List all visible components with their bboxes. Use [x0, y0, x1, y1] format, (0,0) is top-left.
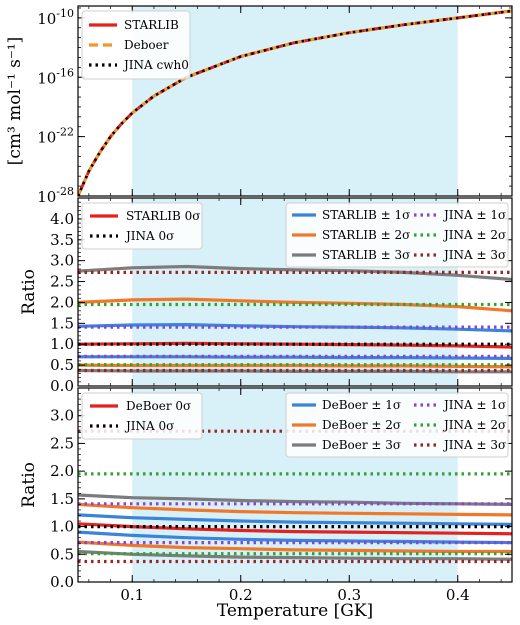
series-line-deboer-1- [78, 513, 512, 526]
y-tick-label: 2.0 [50, 293, 74, 311]
x-tick-label: 0.4 [446, 586, 470, 604]
legend-label: JINA ± 2σ [442, 418, 506, 432]
series-group [78, 264, 512, 374]
y-tick-label: 0.5 [50, 545, 74, 563]
y-tick-label: 3.0 [50, 407, 74, 425]
legend-label: STARLIB ± 1σ [322, 208, 410, 222]
y-tick-label: 1.0 [50, 335, 74, 353]
legend-label: JINA 0σ [124, 419, 174, 433]
series-line-deboer-2- [78, 502, 512, 517]
panel-frame [77, 5, 513, 197]
y-tick-label: 2.5 [50, 273, 74, 291]
panel-ratio-deboer: 0.0 0.5 1.0 1.5 2.0 2.5 3.0 Ratio 0.1 0.2 0.3 0.4 Te… [19, 387, 513, 621]
series-line-deboer-1- [78, 530, 512, 545]
legend-label: STARLIB [124, 18, 179, 32]
legend-label: JINA ± 3σ [442, 438, 506, 452]
legend-label: JINA ± 3σ [442, 248, 506, 262]
y-tick-label: 10-16 [37, 66, 74, 87]
legend-right [285, 392, 509, 458]
x-tick-label: 0.3 [337, 586, 361, 604]
legend-label: DeBoer ± 2σ [322, 418, 401, 432]
legend-label: JINA ± 1σ [442, 398, 506, 412]
legend-label: STARLIB 0σ [126, 209, 200, 223]
series-line-deboer-2- [78, 540, 512, 554]
x-axis-label: Temperature [GK] [217, 601, 373, 621]
y-tick-label: 0.0 [50, 573, 74, 591]
y-axis-label: Ratio [19, 462, 39, 508]
legend-label: DeBoer ± 1σ [322, 398, 401, 412]
series-line-deboer-3- [78, 493, 512, 506]
legend-label: JINA 0σ [124, 229, 174, 243]
legend-label: DeBoer 0σ [126, 399, 191, 413]
y-tick-label: 1.5 [50, 490, 74, 508]
legend-label: STARLIB ± 3σ [322, 248, 410, 262]
panel-ratio-starlib: 0.0 0.5 1.0 1.5 2.0 2.5 3.0 3.5 4.0 Ratio STARLIB … [19, 197, 513, 395]
y-tick-label: 10-22 [37, 126, 74, 147]
y-tick-label: 1.0 [50, 518, 74, 536]
y-axis-label: Ratio [19, 269, 39, 315]
legend-right [285, 202, 509, 268]
panel-frame [77, 387, 513, 583]
y-tick-label: 3.5 [50, 231, 74, 249]
legend [81, 10, 191, 80]
panel-frame [77, 197, 513, 387]
y-tick-label: 4.0 [50, 210, 74, 228]
legend-label: Deboer [124, 38, 169, 52]
y-tick-label: 2.5 [50, 434, 74, 452]
y-tick-label: 3.0 [50, 252, 74, 270]
panel-rate: 10-28 10-22 10-16 10-10 [cm³ mol⁻¹ s⁻¹] STARL… [5, 5, 513, 206]
y-axis-label: [cm³ mol⁻¹ s⁻¹] [5, 37, 25, 166]
y-tick-label: 10-10 [37, 7, 74, 28]
series-line-starlib-3- [78, 264, 512, 282]
x-tick-label: 0.2 [229, 586, 253, 604]
legend-label: DeBoer ± 3σ [322, 438, 401, 452]
y-tick-label: 0.0 [50, 377, 74, 395]
x-tick-label: 0.1 [120, 586, 144, 604]
legend-label: JINA ± 1σ [442, 208, 506, 222]
legend-label: JINA cwh0 [122, 58, 189, 72]
series-line-deboer [78, 9, 512, 196]
y-tick-label: 0.5 [50, 356, 74, 374]
series-line-starlib-2- [78, 297, 512, 313]
series-group [78, 9, 512, 196]
y-tick-label: 1.5 [50, 314, 74, 332]
y-tick-label: 2.0 [50, 462, 74, 480]
legend-label: STARLIB ± 2σ [322, 228, 410, 242]
y-tick-label: 10-28 [37, 185, 74, 206]
legend-label: JINA ± 2σ [442, 228, 506, 242]
